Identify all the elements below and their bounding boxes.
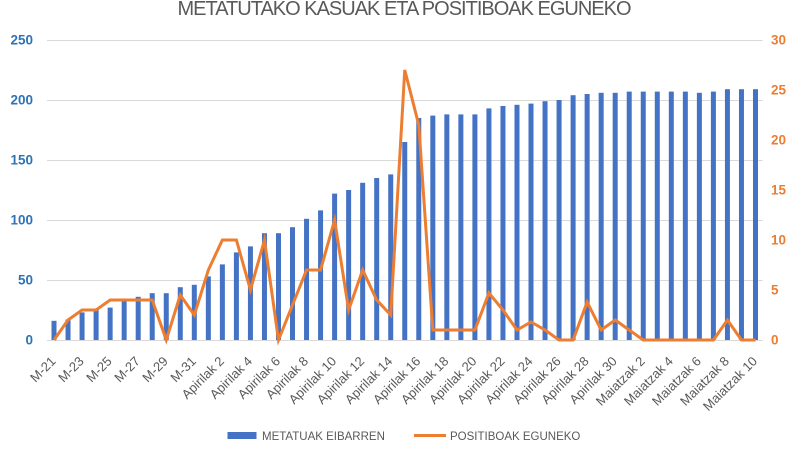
svg-text:50: 50	[18, 273, 33, 288]
svg-text:0: 0	[25, 333, 33, 348]
svg-text:20: 20	[771, 133, 786, 148]
svg-text:15: 15	[771, 183, 787, 198]
svg-text:25: 25	[771, 83, 787, 98]
svg-text:10: 10	[771, 233, 786, 248]
svg-text:METATUTAKO KASUAK ETA POSITIBO: METATUTAKO KASUAK ETA POSITIBOAK EGUNEKO	[177, 0, 631, 20]
svg-text:0: 0	[771, 333, 779, 348]
svg-text:200: 200	[10, 93, 33, 108]
svg-text:POSITIBOAK EGUNEKO: POSITIBOAK EGUNEKO	[450, 431, 580, 443]
svg-text:250: 250	[10, 33, 33, 48]
svg-text:5: 5	[771, 283, 779, 298]
svg-text:150: 150	[10, 153, 33, 168]
svg-text:100: 100	[10, 213, 33, 228]
svg-text:METATUAK EIBARREN: METATUAK EIBARREN	[262, 431, 385, 443]
svg-text:30: 30	[771, 33, 786, 48]
